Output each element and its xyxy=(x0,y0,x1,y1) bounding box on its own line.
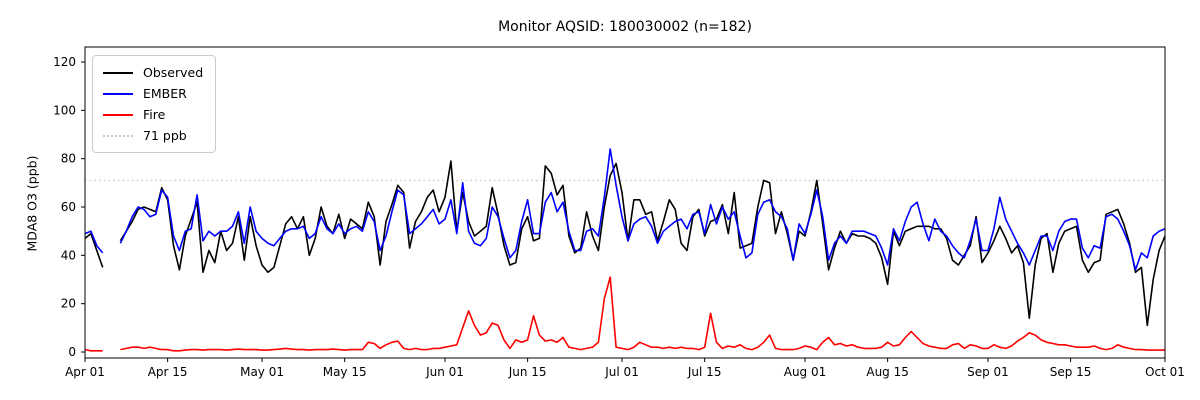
y-tick-label: 80 xyxy=(61,152,76,166)
x-tick-label: Jul 15 xyxy=(687,365,722,379)
y-axis-label: MDA8 O3 (ppb) xyxy=(24,155,40,252)
plot-border xyxy=(84,46,1166,359)
x-tick-label: Jun 01 xyxy=(425,365,464,379)
legend-item-threshold: 71 ppb xyxy=(103,125,203,146)
x-tick-label: Aug 01 xyxy=(784,365,827,379)
y-tick-label: 100 xyxy=(53,103,76,117)
ember-line xyxy=(119,148,1166,271)
legend-box: Observed EMBER Fire 71 ppb xyxy=(92,55,217,153)
legend-label: Observed xyxy=(143,65,204,80)
observed-line xyxy=(84,232,104,268)
legend-item-observed: Observed xyxy=(103,62,203,83)
x-tick-label: Apr 15 xyxy=(148,365,188,379)
chart-title: Monitor AQSID: 180030002 (n=182) xyxy=(498,19,752,35)
y-tick-label: 120 xyxy=(53,55,76,69)
x-tick-label: May 01 xyxy=(240,365,284,379)
y-tick-label: 20 xyxy=(61,297,76,311)
ember-line xyxy=(84,230,104,254)
observed-line-swatch xyxy=(103,71,133,74)
legend-label: Fire xyxy=(143,107,166,122)
x-tick-label: Jul 01 xyxy=(604,365,639,379)
legend-item-ember: EMBER xyxy=(103,83,203,104)
threshold-line-swatch xyxy=(103,134,133,137)
x-tick-label: Jun 15 xyxy=(508,365,547,379)
y-tick-label: 0 xyxy=(68,345,76,359)
x-tick-label: Apr 01 xyxy=(65,365,105,379)
y-tick-label: 60 xyxy=(61,200,76,214)
fire-line xyxy=(84,348,103,352)
y-tick-label: 40 xyxy=(61,248,76,262)
x-tick-label: Sep 15 xyxy=(1050,365,1092,379)
x-tick-label: Sep 01 xyxy=(967,365,1009,379)
x-tick-label: Oct 01 xyxy=(1145,365,1185,379)
x-tick-label: May 15 xyxy=(323,365,367,379)
observed-line xyxy=(119,160,1166,327)
ember-line-swatch xyxy=(103,92,133,95)
legend-item-fire: Fire xyxy=(103,104,203,125)
x-tick-label: Aug 15 xyxy=(866,365,909,379)
legend-label: EMBER xyxy=(143,86,187,101)
fire-line-swatch xyxy=(103,113,133,116)
legend-label: 71 ppb xyxy=(143,128,187,143)
fire-line xyxy=(120,276,1165,352)
